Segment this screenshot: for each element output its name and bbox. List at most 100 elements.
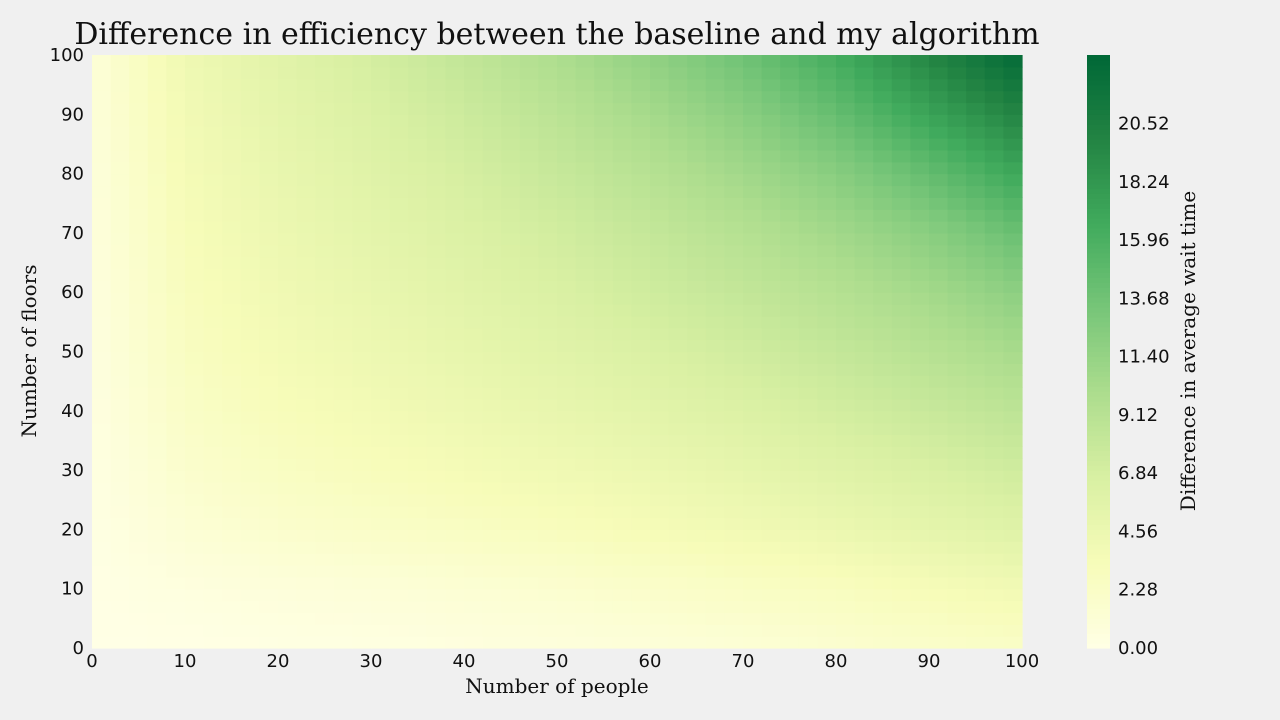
heatmap-cell [222,517,242,530]
heatmap-cell [650,576,670,590]
heatmap-cell [743,458,763,471]
colorbar-segment [1087,494,1110,501]
heatmap-cell [408,55,428,68]
colorbar-segment [1087,297,1110,303]
heatmap-cell [1003,232,1023,246]
heatmap-cell [668,529,688,542]
heatmap-cell [240,280,260,293]
heatmap-cell [761,292,781,305]
heatmap-cell [650,185,670,198]
heatmap-cell [445,185,465,198]
heatmap-cell [389,458,409,471]
heatmap-cell [110,434,130,447]
heatmap-cell [929,173,949,187]
heatmap-cell [259,470,279,483]
heatmap-cell [389,529,409,542]
heatmap-cell [705,114,725,127]
heatmap-cell [203,304,223,317]
heatmap-cell [594,612,614,625]
heatmap-cell [836,422,856,436]
heatmap-cell [668,363,688,376]
heatmap-cell [817,636,837,649]
heatmap-cell [798,446,818,459]
heatmap-cell [501,636,521,649]
colorbar-segment [1087,366,1110,372]
heatmap-cell [854,458,874,471]
heatmap-cell [519,185,539,198]
heatmap-cell [538,280,558,293]
heatmap-cell [278,66,298,80]
heatmap-cell [371,327,391,341]
heatmap-cell [426,102,446,115]
heatmap-cell [110,327,130,341]
heatmap-cell [612,588,632,602]
heatmap-cell [687,541,707,554]
heatmap-cell [650,541,670,554]
heatmap-cell [984,197,1004,210]
heatmap-cell [854,529,874,542]
heatmap-cell [519,553,539,566]
heatmap-cell [315,126,335,139]
heatmap-cell [687,304,707,317]
heatmap-cell [519,398,539,412]
heatmap-cell [426,221,446,234]
heatmap-cell [650,612,670,625]
heatmap-cell [854,564,874,578]
colorbar-label: Difference in average wait time [1176,191,1200,511]
heatmap-cell [631,576,651,590]
heatmap-cell [557,505,577,519]
heatmap-cell [817,66,837,80]
heatmap-cell [185,387,205,400]
heatmap-cell [278,90,298,104]
heatmap-cell [185,351,205,364]
heatmap-cell [315,351,335,364]
colorbar-segment [1087,302,1110,308]
colorbar-segment [1087,430,1110,437]
heatmap-cell [929,434,949,447]
heatmap-cell [147,66,167,80]
heatmap-cell [315,185,335,198]
colorbar-segment [1087,124,1110,130]
heatmap-cell [185,185,205,198]
heatmap-cell [185,470,205,483]
heatmap-cell [129,481,149,495]
colorbar-segment [1087,272,1110,278]
heatmap-cell [185,256,205,270]
heatmap-cell [743,244,763,258]
heatmap-cell [222,375,242,388]
colorbar-segment [1087,539,1110,545]
heatmap-cell [501,126,521,139]
heatmap-cell [724,398,744,412]
heatmap-cell [836,55,856,68]
heatmap-cell [185,446,205,459]
heatmap-cell [910,185,930,198]
heatmap-cell [166,90,186,104]
heatmap-cell [984,458,1004,471]
heatmap-cell [371,161,391,175]
heatmap-cell [966,576,986,590]
heatmap-cell [650,564,670,578]
heatmap-cell [557,387,577,400]
heatmap-cell [873,564,893,578]
heatmap-cell [185,434,205,447]
heatmap-cell [966,280,986,293]
heatmap-cell [631,197,651,210]
heatmap-cell [650,221,670,234]
heatmap-cell [668,256,688,270]
heatmap-cell [92,102,112,115]
heatmap-cell [910,138,930,151]
heatmap-cell [426,66,446,80]
heatmap-cell [185,576,205,590]
heatmap-cell [482,304,502,317]
heatmap-cell [650,363,670,376]
heatmap-cell [389,481,409,495]
heatmap-cell [594,422,614,436]
heatmap-cell [296,422,316,436]
heatmap-cell [147,185,167,198]
heatmap-cell [817,363,837,376]
heatmap-cell [501,66,521,80]
heatmap-cell [743,387,763,400]
heatmap-cell [185,553,205,566]
heatmap-cell [129,517,149,530]
heatmap-cell [780,232,800,246]
